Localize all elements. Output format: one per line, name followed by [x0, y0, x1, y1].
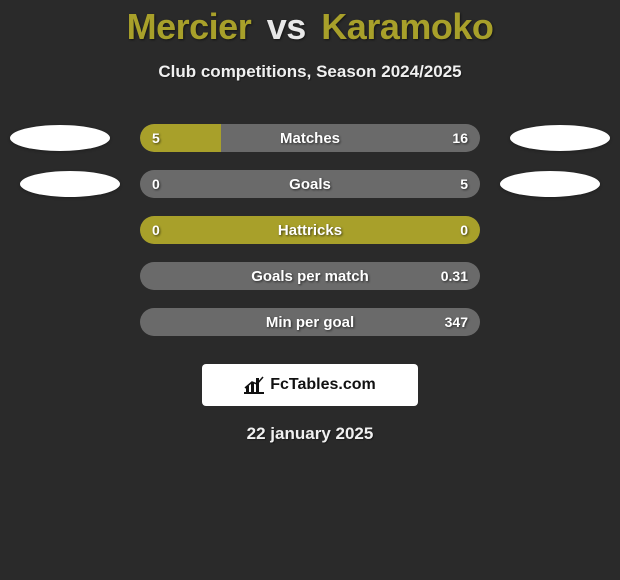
stat-row: Hattricks0 0 — [140, 216, 480, 244]
bar-track: Goals per match0.31 — [140, 262, 480, 290]
bar-fill-player2 — [140, 170, 480, 198]
bar-fill-player1 — [140, 124, 221, 152]
stat-value-player1: 0 — [152, 216, 160, 244]
bar-track: Hattricks0 0 — [140, 216, 480, 244]
player2-name: Karamoko — [321, 6, 493, 47]
bar-fill-player2 — [140, 308, 480, 336]
chart-icon — [244, 376, 264, 394]
stat-rows: Matches516 Goals05 Hattricks0 0 Goals per ma… — [0, 124, 620, 336]
comparison-title: Mercier vs Karamoko — [0, 0, 620, 48]
player1-name: Mercier — [127, 6, 252, 47]
subtitle: Club competitions, Season 2024/2025 — [0, 62, 620, 82]
team-logo-player2 — [500, 171, 600, 197]
team-logo-player1 — [10, 125, 110, 151]
team-logo-player2 — [510, 125, 610, 151]
badge-text: FcTables.com — [270, 376, 376, 394]
bar-fill-player2 — [221, 124, 480, 152]
bar-fill-player2 — [140, 262, 480, 290]
team-logo-player1 — [20, 171, 120, 197]
stat-row: Goals per match0.31 — [140, 262, 480, 290]
stat-row: Goals05 — [0, 170, 620, 198]
bar-track: Goals05 — [140, 170, 480, 198]
snapshot-date: 22 january 2025 — [0, 424, 620, 444]
bar-track: Min per goal347 — [140, 308, 480, 336]
stat-value-player2: 0 — [460, 216, 468, 244]
stat-label: Hattricks — [140, 216, 480, 244]
title-vs: vs — [267, 6, 306, 47]
stat-row: Min per goal347 — [140, 308, 480, 336]
source-badge: FcTables.com — [202, 364, 418, 406]
bar-track: Matches516 — [140, 124, 480, 152]
stat-row: Matches516 — [0, 124, 620, 152]
